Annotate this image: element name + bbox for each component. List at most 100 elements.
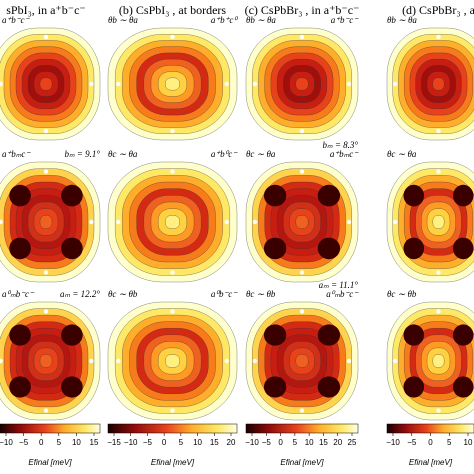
column-title: sPbI₃, in a⁺b⁻c⁻ — [6, 3, 86, 17]
contour-band — [165, 77, 180, 91]
minimum-spot — [61, 184, 83, 207]
colorbar-label: Efinal [meV] — [409, 458, 453, 467]
contour-band — [295, 77, 309, 91]
contour-panel — [107, 161, 238, 283]
contour-band — [295, 354, 309, 368]
panel-label: θc ∼ θa — [387, 149, 417, 159]
minimum-dot — [224, 219, 229, 225]
panel-label: θc ∼ θb — [246, 289, 276, 299]
panel-label: bₘ = 9.1° — [64, 149, 100, 159]
minimum-dot — [43, 169, 49, 174]
contour-panel — [245, 161, 359, 283]
colorbar-tick-label: 0 — [39, 438, 44, 447]
colorbar — [386, 423, 474, 434]
colorbar-tick-label: −5 — [143, 438, 153, 447]
minimum-spot — [452, 184, 474, 207]
panel-label: θb ∼ θa — [387, 15, 417, 25]
colorbar — [0, 423, 101, 434]
panel-label: θb ∼ θa — [108, 15, 138, 25]
colorbar — [245, 423, 359, 434]
minimum-dot — [170, 270, 175, 275]
minimum-spot — [61, 324, 83, 346]
panel-label: a⁺bₘc⁻ — [330, 149, 359, 159]
contour-band — [295, 215, 309, 229]
column-title: (b) CsPbI₃ , at borders — [119, 3, 226, 17]
colorbar-tick-label: 25 — [348, 438, 357, 447]
minimum-spot — [452, 376, 474, 398]
minimum-dot — [89, 358, 94, 364]
minimum-dot — [346, 219, 352, 225]
colorbar-label: Efinal [meV] — [151, 458, 195, 467]
minimum-spot — [263, 237, 287, 260]
panel-label: a⁺b⁰c⁻ — [211, 149, 238, 159]
contour-panel — [107, 27, 238, 141]
minimum-spot — [9, 184, 31, 207]
minimum-dot — [43, 34, 49, 40]
minimum-dot — [89, 219, 94, 225]
colorbar-tick-label: 5 — [57, 438, 62, 447]
contour-panel — [386, 27, 474, 141]
panel-label: θc ∼ θa — [246, 149, 276, 159]
minimum-dot — [299, 169, 305, 174]
minimum-spot — [61, 376, 83, 398]
contour-panel — [0, 301, 101, 421]
minimum-spot — [61, 237, 83, 260]
colorbar-tick-label: 15 — [90, 438, 99, 447]
colorbar-tick-label: 10 — [72, 438, 81, 447]
colorbar-tick-label: −5 — [262, 438, 272, 447]
minimum-dot — [252, 219, 258, 225]
minimum-dot — [436, 309, 441, 314]
colorbar-tick-label: 0 — [162, 438, 167, 447]
minimum-dot — [116, 358, 121, 364]
colorbar-tick-label: −5 — [407, 438, 417, 447]
minimum-dot — [299, 270, 305, 275]
panel-label: a⁺b⁺c⁰ — [211, 15, 238, 25]
minimum-dot — [299, 34, 305, 40]
minimum-dot — [43, 309, 49, 314]
panel-label: a⁰ₘb⁻c⁻ — [326, 289, 359, 299]
panel-label: a⁺bₘc⁻ — [2, 149, 31, 159]
minimum-dot — [393, 81, 398, 87]
minimum-spot — [452, 237, 474, 260]
colorbar — [107, 423, 238, 434]
panel-label: a⁺b⁻c⁻ — [2, 15, 30, 25]
minimum-dot — [393, 358, 398, 364]
minimum-dot — [170, 408, 175, 413]
minimum-spot — [263, 376, 287, 398]
contour-band — [165, 215, 180, 229]
colorbar-tick-label: 5 — [447, 438, 452, 447]
column-title: (d) CsPbBr₃ , a — [402, 3, 474, 17]
panel-label: a⁺b⁻c⁻ — [331, 15, 359, 25]
contour-band — [39, 354, 53, 368]
panel-label: aₘ = 12.2° — [60, 289, 100, 299]
colorbar-tick-label: 10 — [305, 438, 314, 447]
minimum-dot — [393, 219, 398, 225]
minimum-dot — [170, 34, 175, 40]
minimum-dot — [43, 408, 49, 413]
minimum-dot — [224, 358, 229, 364]
minimum-dot — [170, 309, 175, 314]
minimum-spot — [317, 184, 341, 207]
minimum-dot — [436, 128, 441, 134]
minimum-dot — [0, 81, 3, 87]
colorbar-label: Efinal [meV] — [280, 458, 324, 467]
panel-label: θc ∼ θa — [108, 149, 138, 159]
minimum-dot — [346, 358, 352, 364]
minimum-dot — [224, 81, 229, 87]
minimum-dot — [89, 81, 94, 87]
minimum-dot — [299, 408, 305, 413]
minimum-dot — [116, 81, 121, 87]
contour-band — [39, 215, 53, 229]
panel-label: θb ∼ θa — [246, 15, 276, 25]
panel-label: θc ∼ θb — [108, 289, 138, 299]
minimum-dot — [436, 169, 441, 174]
minimum-dot — [252, 81, 258, 87]
minimum-dot — [0, 219, 3, 225]
colorbar-tick-label: −10 — [124, 438, 138, 447]
minimum-spot — [263, 324, 287, 346]
minimum-dot — [170, 169, 175, 174]
minimum-dot — [436, 34, 441, 40]
colorbar-tick-label: 15 — [210, 438, 219, 447]
contour-panel — [386, 301, 474, 421]
